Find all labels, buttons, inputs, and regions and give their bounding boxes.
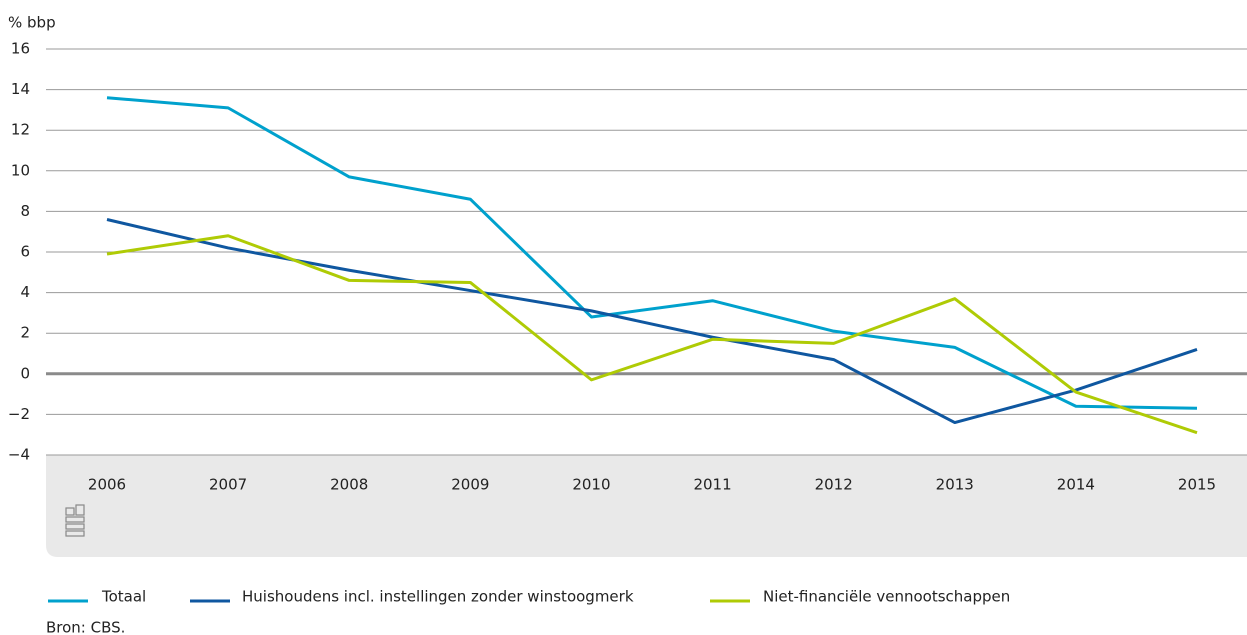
y-tick-label: 2 xyxy=(20,324,30,342)
x-tick-label: 2008 xyxy=(330,476,368,494)
source: Bron: CBS. xyxy=(46,619,125,635)
x-tick-label: 2011 xyxy=(693,476,731,494)
x-tick-label: 2007 xyxy=(209,476,247,494)
x-tick-label: 2010 xyxy=(572,476,610,494)
x-tick-label: 2013 xyxy=(936,476,974,494)
legend-label: Totaal xyxy=(101,588,146,606)
y-tick-label: 4 xyxy=(20,283,30,301)
logo xyxy=(65,504,85,537)
legend-label: Huishoudens incl. instellingen zonder wi… xyxy=(242,588,634,606)
x-tick-label: 2009 xyxy=(451,476,489,494)
y-tick-label: 10 xyxy=(11,161,30,179)
y-tick-label: 16 xyxy=(11,40,30,58)
y-tick-label: 0 xyxy=(20,364,30,382)
x-tick-label: 2006 xyxy=(88,476,126,494)
y-tick-label: −4 xyxy=(8,446,30,464)
legend-label: Niet-financiële vennootschappen xyxy=(763,588,1010,606)
y-axis-label: % bbp xyxy=(8,14,56,32)
y-tick-label: −2 xyxy=(8,405,30,423)
y-tick-label: 8 xyxy=(20,202,30,220)
series-line xyxy=(106,234,1198,435)
y-tick-label: 14 xyxy=(11,80,30,98)
x-axis-band xyxy=(46,455,1247,557)
x-tick-label: 2014 xyxy=(1057,476,1095,494)
y-tick-label: 6 xyxy=(20,243,30,261)
x-tick-label: 2012 xyxy=(815,476,853,494)
series-line xyxy=(106,96,1198,410)
y-tick-label: 12 xyxy=(11,121,30,139)
x-tick-label: 2015 xyxy=(1178,476,1216,494)
